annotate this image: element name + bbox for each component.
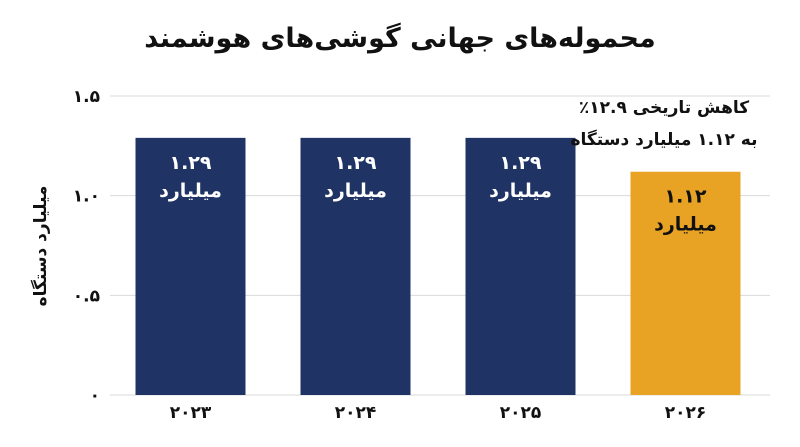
bar-value-label: ۱.۱۲ bbox=[664, 186, 706, 208]
bars: ۱.۲۹ میلیارد ۱.۲۹ میلیارد ۱.۲۹ میلیارد ۱.۱۲ میل… bbox=[135, 137, 741, 396]
bar-value-label: میلیارد bbox=[489, 180, 552, 202]
bar-value-label: ۱.۲۹ bbox=[169, 152, 211, 174]
y-tick-label: ۰.۵ bbox=[73, 286, 100, 306]
bar bbox=[630, 171, 741, 395]
bar bbox=[465, 137, 576, 396]
y-tick-label: ۱.۵ bbox=[73, 87, 100, 107]
x-tick-label: ۲۰۲۶ bbox=[665, 403, 707, 423]
bar-value-label: میلیارد bbox=[159, 180, 222, 202]
y-axis-ticks: ۰ ۰.۵ ۱.۰ ۱.۵ bbox=[73, 87, 100, 406]
y-tick-label: ۰ bbox=[90, 386, 100, 406]
bar bbox=[300, 137, 411, 396]
x-tick-label: ۲۰۲۳ bbox=[170, 403, 212, 423]
annotation-line-2: به ۱.۱۲ میلیارد دستگاه bbox=[571, 129, 758, 150]
bar bbox=[135, 137, 246, 396]
y-tick-label: ۱.۰ bbox=[73, 187, 100, 207]
bar-value-label: میلیارد bbox=[654, 214, 717, 236]
bar-value-label: میلیارد bbox=[324, 180, 387, 202]
x-tick-label: ۲۰۲۴ bbox=[335, 403, 377, 423]
bar-value-label: ۱.۲۹ bbox=[499, 152, 541, 174]
annotation-line-1: کاهش تاریخی ۱۲.۹٪ bbox=[579, 98, 749, 118]
x-axis-ticks: ۲۰۲۳ ۲۰۲۴ ۲۰۲۵ ۲۰۲۶ bbox=[170, 403, 707, 423]
annotation: کاهش تاریخی ۱۲.۹٪ به ۱.۱۲ میلیارد دستگاه bbox=[571, 98, 758, 150]
y-axis-label: میلیارد دستگاه bbox=[30, 186, 51, 307]
x-tick-label: ۲۰۲۵ bbox=[500, 403, 542, 423]
bar-value-label: ۱.۲۹ bbox=[334, 152, 376, 174]
chart-title: محموله‌های جهانی گوشی‌های هوشمند bbox=[144, 22, 655, 54]
